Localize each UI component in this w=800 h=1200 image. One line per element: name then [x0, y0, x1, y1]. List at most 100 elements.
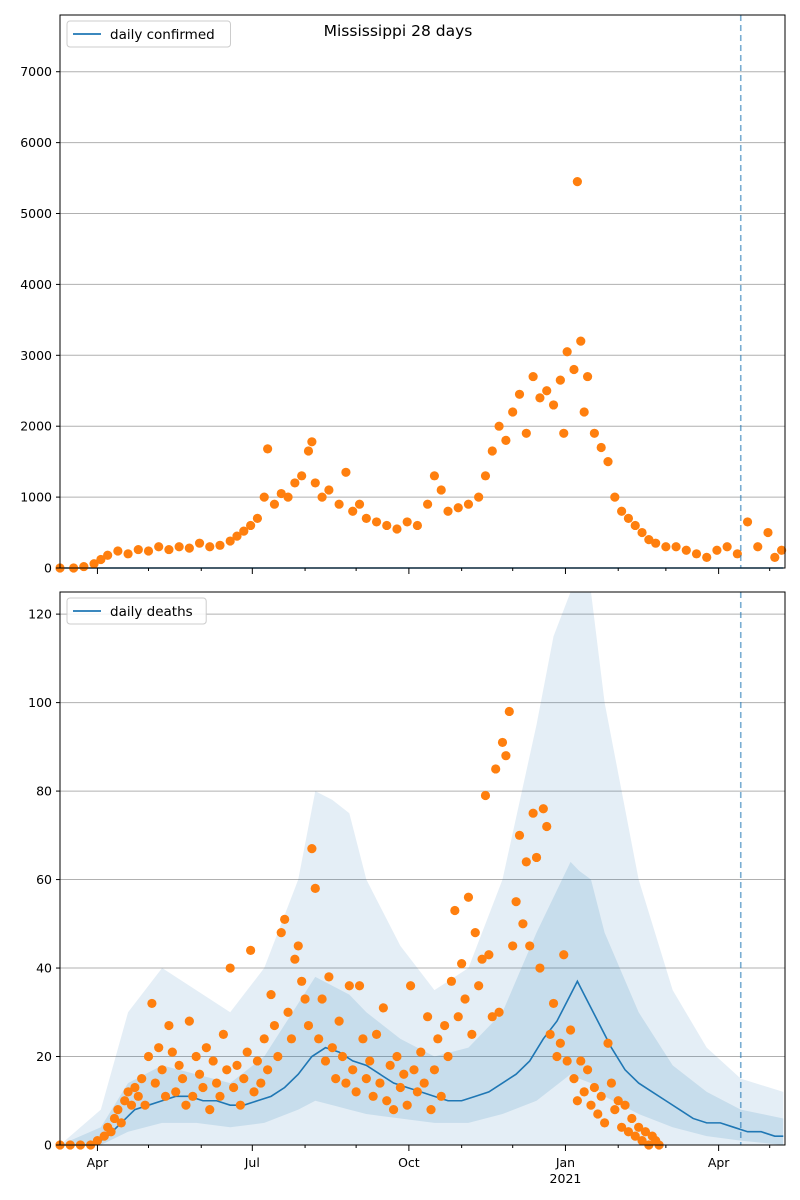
observed-point	[722, 542, 732, 552]
x-tick-label: Jul	[244, 1155, 260, 1170]
observed-point	[371, 1029, 382, 1039]
observed-point	[572, 177, 582, 187]
deaths-gridlines	[60, 613, 785, 1146]
observed-point	[269, 1020, 280, 1031]
observed-point	[419, 1078, 429, 1088]
observed-point	[412, 520, 422, 531]
confirmed-y-axis: 0 1000 2000 3000 4000 5000 6000 7000	[20, 64, 60, 576]
observed-point	[613, 1096, 623, 1106]
observed-point	[579, 1087, 589, 1097]
observed-point	[440, 1020, 450, 1031]
observed-point	[477, 954, 487, 964]
observed-point	[521, 428, 531, 438]
observed-point	[164, 1020, 174, 1031]
observed-point	[344, 981, 354, 991]
observed-point	[579, 407, 589, 417]
observed-point	[457, 959, 467, 969]
observed-point	[610, 1105, 620, 1115]
observed-point	[603, 457, 613, 467]
observed-point	[382, 1096, 392, 1106]
observed-point	[542, 386, 552, 396]
observed-point	[256, 1078, 266, 1088]
observed-point	[157, 1065, 167, 1075]
observed-point	[113, 1105, 123, 1115]
observed-point	[368, 1091, 378, 1101]
y-tick-label: 2000	[20, 419, 52, 434]
observed-point	[559, 950, 569, 960]
observed-point	[331, 1074, 341, 1084]
observed-point	[205, 1105, 215, 1115]
observed-point	[474, 981, 484, 991]
observed-point	[630, 1131, 640, 1141]
x-tick-label: Oct	[398, 1155, 420, 1170]
observed-point	[535, 963, 545, 973]
observed-point	[123, 549, 133, 559]
observed-point	[126, 1100, 137, 1110]
observed-point	[508, 407, 518, 417]
deaths-marks	[55, 592, 784, 1150]
chart-title: Mississippi 28 days	[324, 22, 473, 40]
observed-point	[586, 1100, 596, 1110]
observed-point	[763, 527, 773, 538]
observed-point	[453, 1012, 463, 1022]
observed-point	[246, 520, 256, 531]
observed-point	[545, 1029, 555, 1039]
x-tick-label: Apr	[87, 1155, 109, 1170]
observed-point	[307, 843, 317, 854]
observed-point	[263, 1065, 273, 1075]
observed-point	[511, 897, 521, 907]
observed-point	[228, 1082, 239, 1093]
observed-point	[651, 538, 661, 548]
observed-point	[525, 941, 535, 951]
observed-point	[732, 549, 742, 559]
observed-point	[423, 499, 433, 509]
observed-point	[627, 1113, 637, 1124]
observed-point	[89, 559, 99, 569]
observed-point	[562, 1056, 572, 1066]
observed-point	[303, 446, 314, 456]
observed-point	[225, 963, 235, 973]
observed-point	[354, 981, 365, 991]
confirmed-x-axis	[96, 568, 771, 574]
observed-point	[508, 941, 518, 951]
deaths-axes-frame	[59, 591, 786, 1146]
observed-point	[565, 1025, 576, 1035]
deaths-legend: daily deaths	[66, 597, 207, 625]
observed-point	[634, 1122, 644, 1132]
outer-uncertainty-band	[60, 592, 784, 1145]
observed-point	[317, 994, 327, 1004]
observed-point	[154, 1043, 164, 1053]
observed-point	[280, 914, 290, 924]
y-tick-label: 7000	[20, 64, 52, 79]
observed-point	[661, 542, 671, 552]
observed-point	[361, 513, 371, 523]
observed-point	[504, 706, 514, 717]
observed-point	[562, 347, 572, 357]
observed-point	[327, 1043, 337, 1053]
observed-point	[582, 1065, 593, 1075]
legend-box	[66, 597, 207, 625]
observed-point	[385, 1060, 395, 1070]
observed-point	[208, 1056, 218, 1066]
observed-point	[109, 1113, 120, 1124]
observed-point	[273, 1051, 283, 1062]
observed-point	[467, 1029, 477, 1039]
observed-point	[211, 1078, 222, 1088]
observed-point	[310, 478, 320, 488]
observed-point	[371, 517, 382, 527]
observed-point	[596, 442, 606, 453]
observed-point	[92, 1135, 103, 1146]
observed-point	[569, 364, 579, 375]
observed-point	[341, 467, 351, 477]
observed-point	[436, 1091, 446, 1101]
observed-point	[742, 517, 753, 527]
observed-point	[201, 1043, 211, 1053]
observed-point	[337, 1051, 348, 1062]
observed-point	[644, 535, 654, 545]
observed-point	[252, 513, 263, 523]
observed-point	[501, 751, 511, 761]
observed-point	[681, 545, 691, 555]
observed-point	[576, 1056, 586, 1066]
observed-point	[623, 1127, 634, 1137]
